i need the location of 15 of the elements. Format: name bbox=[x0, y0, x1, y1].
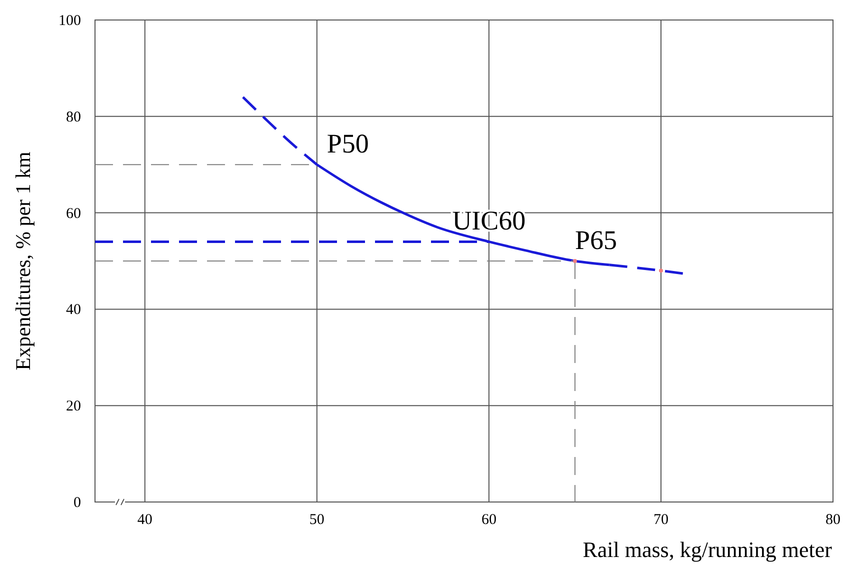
annotation: P50 bbox=[326, 128, 369, 159]
y-axis-title: Expenditures, % per 1 km bbox=[11, 152, 35, 370]
y-tick-label: 100 bbox=[58, 13, 81, 29]
x-tick-label: 60 bbox=[481, 512, 496, 528]
y-tick-label: 40 bbox=[66, 302, 81, 318]
y-tick-label: 20 bbox=[66, 398, 81, 415]
x-axis-title: Rail mass, kg/running meter bbox=[582, 537, 833, 562]
y-tick-label: 0 bbox=[74, 495, 81, 511]
x-tick-label: 80 bbox=[826, 512, 840, 528]
x-tick-label: 70 bbox=[653, 512, 668, 528]
x-tick-label: 50 bbox=[309, 512, 324, 528]
y-tick-label: 80 bbox=[66, 109, 81, 126]
y-tick-label: 60 bbox=[66, 206, 81, 222]
annotation: P65 bbox=[574, 225, 617, 255]
x-tick-label: 40 bbox=[137, 512, 152, 528]
